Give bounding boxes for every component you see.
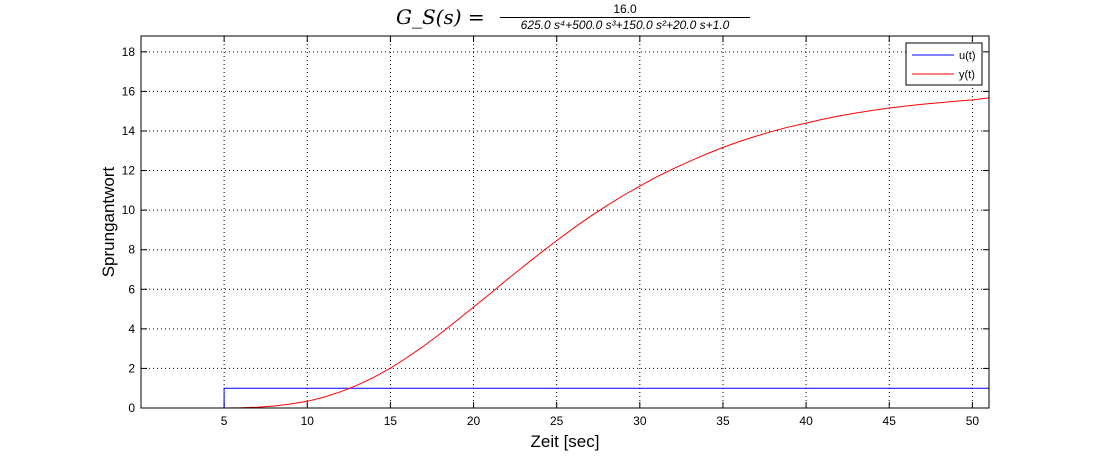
y-tick-label: 12 [122, 164, 136, 178]
y-tick-label: 8 [128, 243, 135, 257]
y-tick-label: 2 [128, 361, 135, 375]
grid [141, 36, 989, 408]
y-tick-label: 6 [128, 282, 135, 296]
fraction-bar [500, 17, 750, 18]
legend-entry: y(t) [959, 69, 975, 81]
series-line-ut [141, 387, 989, 409]
title-lhs: G_S(s) = [396, 5, 485, 29]
y-tick-label: 14 [122, 124, 136, 138]
x-tick-label: 30 [633, 414, 647, 428]
title-numerator: 16.0 [613, 2, 637, 16]
y-tick-label: 0 [128, 401, 135, 415]
series-group [141, 97, 990, 409]
y-axis-label: Sprungantwort [99, 166, 118, 277]
title-denominator: 625.0 s⁴+500.0 s³+150.0 s²+20.0 s+1.0 [520, 18, 730, 32]
y-tick-label: 4 [128, 322, 135, 336]
x-tick-label: 45 [883, 414, 897, 428]
x-tick-label: 50 [966, 414, 980, 428]
x-tick-label: 40 [799, 414, 813, 428]
axis-ticks [141, 36, 989, 409]
y-tick-label: 16 [122, 84, 136, 98]
title-fraction: 16.0 625.0 s⁴+500.0 s³+150.0 s²+20.0 s+1… [500, 3, 750, 32]
chart-title: G_S(s) = 16.0 625.0 s⁴+500.0 s³+150.0 s²… [388, 0, 788, 36]
plot-frame [140, 35, 990, 409]
legend: u(t) y(t) [905, 42, 983, 86]
x-tick-label: 20 [467, 414, 481, 428]
x-tick-label: 35 [716, 414, 730, 428]
x-tick-label: 15 [384, 414, 398, 428]
x-tick-label: 25 [550, 414, 564, 428]
legend-entry: u(t) [959, 50, 976, 62]
series-line-yt [141, 97, 990, 409]
x-tick-label: 5 [221, 414, 228, 428]
tick-labels: 5 10 15 20 25 30 35 40 45 50 0 2 4 6 8 10 12 14 16 18 [122, 45, 980, 428]
legend-box [905, 42, 983, 86]
y-tick-label: 10 [122, 203, 136, 217]
x-tick-label: 10 [301, 414, 315, 428]
y-tick-label: 18 [122, 45, 136, 59]
x-axis-label: Zeit [sec] [531, 432, 600, 451]
